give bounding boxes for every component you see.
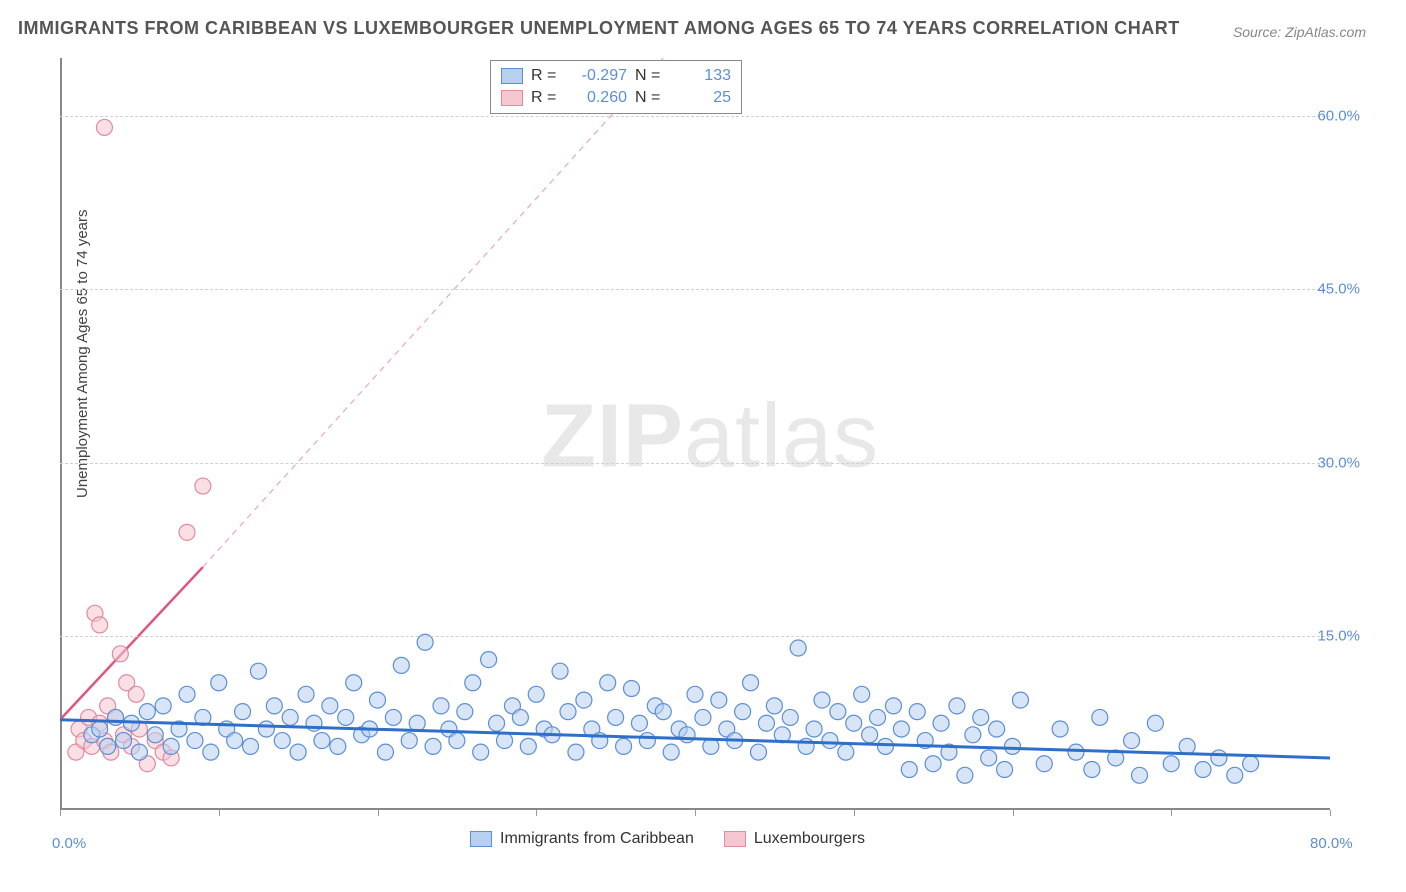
legend-row-luxembourgers: R = 0.260 N = 25 — [501, 87, 731, 109]
n-label: N = — [635, 67, 663, 85]
x-tick — [60, 810, 61, 816]
x-tick — [1330, 810, 1331, 816]
correlation-legend: R = -0.297 N = 133 R = 0.260 N = 25 — [490, 60, 742, 114]
swatch-caribbean — [501, 68, 523, 84]
chart-area: Unemployment Among Ages 65 to 74 years Z… — [60, 58, 1360, 848]
legend-label-caribbean: Immigrants from Caribbean — [500, 830, 694, 848]
x-tick — [854, 810, 855, 816]
legend-item-luxembourgers: Luxembourgers — [724, 830, 865, 848]
grid-line — [60, 636, 1330, 637]
x-tick-label: 0.0% — [52, 835, 86, 852]
grid-line — [60, 289, 1330, 290]
series-legend: Immigrants from Caribbean Luxembourgers — [470, 830, 865, 848]
r-value-caribbean: -0.297 — [567, 67, 627, 85]
legend-label-luxembourgers: Luxembourgers — [754, 830, 865, 848]
source-attribution: Source: ZipAtlas.com — [1233, 24, 1366, 40]
grid-line — [60, 116, 1330, 117]
y-tick-label: 30.0% — [1317, 454, 1360, 471]
y-tick-label: 15.0% — [1317, 628, 1360, 645]
legend-row-caribbean: R = -0.297 N = 133 — [501, 65, 731, 87]
x-tick — [536, 810, 537, 816]
x-tick — [1171, 810, 1172, 816]
x-tick — [219, 810, 220, 816]
n-value-caribbean: 133 — [671, 67, 731, 85]
r-label: R = — [531, 67, 559, 85]
y-tick-label: 45.0% — [1317, 281, 1360, 298]
swatch-luxembourgers — [501, 90, 523, 106]
chart-title: IMMIGRANTS FROM CARIBBEAN VS LUXEMBOURGE… — [18, 18, 1180, 39]
legend-item-caribbean: Immigrants from Caribbean — [470, 830, 694, 848]
y-tick-label: 60.0% — [1317, 107, 1360, 124]
n-value-luxembourgers: 25 — [671, 89, 731, 107]
r-label: R = — [531, 89, 559, 107]
x-tick — [695, 810, 696, 816]
x-tick — [378, 810, 379, 816]
grid-line — [60, 463, 1330, 464]
swatch-caribbean — [470, 831, 492, 847]
swatch-luxembourgers — [724, 831, 746, 847]
r-value-luxembourgers: 0.260 — [567, 89, 627, 107]
x-tick — [1013, 810, 1014, 816]
x-tick-label: 80.0% — [1310, 835, 1353, 852]
n-label: N = — [635, 89, 663, 107]
scatter-plot — [60, 58, 1360, 848]
